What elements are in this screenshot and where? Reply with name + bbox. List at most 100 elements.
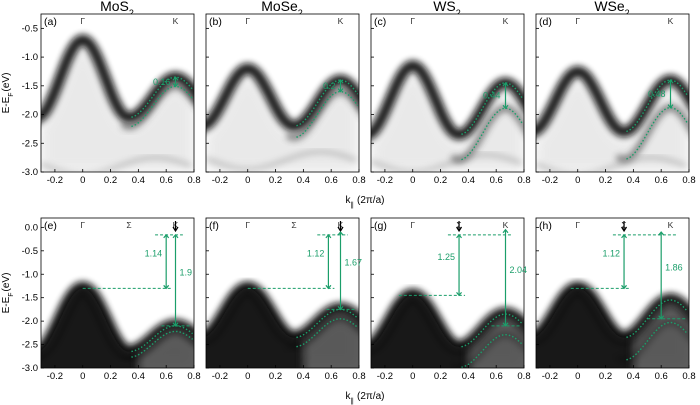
arrow-head-icon	[658, 231, 665, 236]
valence-band-lower	[616, 104, 689, 163]
gap-label-k: 1.86	[665, 262, 683, 272]
k-point-label: K	[503, 16, 509, 26]
x-tick-label: 0.8	[352, 371, 365, 382]
panel-tag: (a)	[44, 16, 57, 28]
x-tick-label: 0.6	[490, 371, 503, 382]
arrow-head-icon	[172, 322, 179, 327]
x-tick-label: 0.6	[655, 175, 668, 186]
arrow-head-icon	[337, 306, 344, 311]
arrow-head-icon	[337, 88, 344, 93]
down-arrow-icon	[621, 226, 628, 233]
gap-label-k: 2.04	[510, 265, 528, 275]
x-tick-label: 0	[245, 175, 250, 186]
x-tick-label: 0.8	[187, 371, 200, 382]
panel-g: (g)ΓΣK-0.200.20.40.60.81.252.04	[370, 217, 531, 382]
x-tick-label: 0.4	[627, 175, 640, 186]
arrow-head-icon	[502, 228, 509, 234]
x-tick-label: 0.2	[434, 371, 447, 382]
y-tick-label: -2.5	[22, 138, 38, 149]
panel-tag: (f)	[209, 220, 219, 232]
fit-line-upper	[626, 79, 689, 133]
x-tick-label: -0.2	[47, 371, 63, 382]
x-tick-label: 0.4	[627, 371, 640, 382]
panel-tag: (e)	[44, 220, 57, 232]
x-tick-label: 0.4	[132, 175, 145, 186]
y-tick-label: -0.5	[22, 246, 38, 257]
x-tick-label: -0.2	[542, 175, 558, 186]
gap-label-k: 1.67	[345, 258, 363, 268]
fit-line-upper	[461, 82, 524, 135]
y-axis-title-top: E-EF(eV)	[1, 73, 15, 114]
k-point-label: K	[668, 16, 674, 26]
valence-band-upper	[41, 34, 194, 123]
panel-tag: (b)	[209, 16, 222, 28]
gap-label-gamma: 1.14	[145, 249, 163, 259]
fit-line-lower	[296, 318, 359, 348]
k-point-label: Γ	[410, 16, 415, 26]
x-tick-label: 0.4	[462, 175, 475, 186]
soc-splitting-label: 0.2	[323, 81, 336, 91]
x-tick-label: -0.2	[212, 371, 228, 382]
panel-frame	[535, 217, 690, 369]
x-tick-label: 0	[80, 371, 85, 382]
k-point-label: Γ	[80, 16, 85, 26]
intensity-map	[536, 65, 689, 172]
arrow-head-icon	[172, 83, 179, 88]
fit-line-lower	[461, 107, 524, 161]
intensity-map	[371, 288, 524, 368]
background-haze	[41, 48, 194, 172]
fit-line-upper	[626, 299, 689, 338]
valence-band-lower	[286, 88, 359, 141]
background-haze	[536, 80, 689, 172]
soc-splitting-label: 0.48	[648, 89, 666, 99]
panel-b: (b) Γ K -0.2 0 0.2 0.4 0.6 0.8 0.2	[205, 13, 366, 186]
soc-splitting-label: 0.44	[483, 91, 501, 101]
down-arrow-icon	[456, 226, 463, 233]
gap-label-k: 1.9	[180, 267, 193, 277]
arrow-head-icon	[163, 284, 170, 290]
valence-band-upper	[371, 60, 524, 141]
gap-label-gamma: 1.12	[603, 249, 621, 259]
deep-subband	[206, 149, 357, 172]
material-title-wse2: WSe2	[594, 0, 629, 18]
k-point-label: Γ	[410, 220, 415, 230]
y-tick-label: -3.0	[22, 167, 38, 178]
y-tick-label: -2.0	[22, 110, 38, 121]
x-tick-label: -0.2	[377, 175, 393, 186]
arrow-head-icon	[325, 284, 332, 290]
panel-frame	[370, 13, 525, 173]
arrow-head-icon	[502, 82, 509, 87]
y-tick-label: -2.5	[22, 340, 38, 351]
k-valence-fill	[135, 328, 194, 368]
fit-line-upper	[461, 313, 524, 348]
gap-label-gamma: 1.12	[307, 249, 325, 259]
panel-e: (e)ΓΣK-0.200.20.40.60.80.0-0.5-1.0-1.5-2…	[22, 217, 201, 382]
background-haze	[371, 74, 524, 172]
gamma-valence-fill	[206, 288, 306, 368]
x-tick-label: 0	[410, 371, 415, 382]
k-point-label: Γ	[245, 16, 250, 26]
x-tick-label: 0	[410, 175, 415, 186]
arrow-head-icon	[667, 79, 674, 84]
valence-band-upper	[206, 63, 359, 132]
material-title-mos2: MoS2	[100, 0, 134, 18]
x-tick-label: 0.4	[297, 175, 310, 186]
x-tick-label: 0.6	[160, 371, 173, 382]
x-tick-label: 0.2	[104, 371, 117, 382]
x-tick-label: 0.2	[434, 175, 447, 186]
panel-d: (d) Γ K -0.2 0 0.2 0.4 0.6 0.8 0.48	[535, 13, 696, 186]
y-tick-label: -0.5	[22, 23, 38, 34]
x-tick-label: 0.6	[325, 371, 338, 382]
x-tick-label: 0.8	[517, 371, 530, 382]
gamma-valence-fill	[371, 295, 471, 368]
arrow-head-icon	[325, 233, 332, 239]
arrow-head-icon	[337, 231, 344, 236]
panel-tag: (g)	[374, 220, 387, 232]
x-tick-label: 0.2	[269, 371, 282, 382]
x-tick-label: 0.6	[655, 371, 668, 382]
fit-line-lower	[626, 321, 689, 361]
y-tick-label: -1.5	[22, 81, 38, 92]
k-valence-fill	[300, 311, 359, 368]
panel-h: (h)ΓΣK-0.200.20.40.60.81.121.86	[535, 217, 696, 382]
k-point-label: K	[338, 16, 344, 26]
